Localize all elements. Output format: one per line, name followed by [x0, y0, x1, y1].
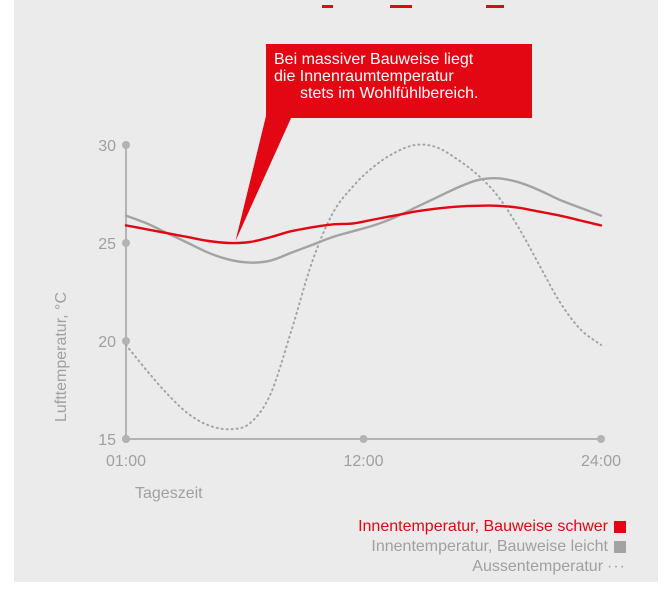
x-tick-label: 24:00: [581, 453, 621, 470]
legend-label-light: Innentemperatur, Bauweise leicht: [371, 538, 608, 555]
callout-line-1: Bei massiver Bauweise liegt: [274, 51, 474, 68]
title-glyph: [486, 5, 504, 8]
title-remnant-marks: [322, 5, 504, 8]
x-tick-label: 12:00: [343, 453, 383, 470]
callout-pointer: [235, 116, 292, 241]
title-glyph: [390, 5, 412, 8]
y-tick-label: 15: [98, 432, 116, 449]
chart-panel: 15 20 25 30 01:00 12:00 24:00 Bei massiver Bau…: [14, 0, 658, 582]
series-line-outdoor: [125, 143, 602, 431]
callout-box: Bei massiver Bauweise liegt die Innenrau…: [266, 44, 532, 118]
legend-swatch-gray: [614, 541, 626, 553]
line-chart: 15 20 25 30 01:00 12:00 24:00: [98, 116, 621, 470]
x-tick-dot: [597, 435, 605, 443]
legend: Innentemperatur, Bauweise schwer Innente…: [358, 517, 626, 577]
x-tick-dot: [122, 435, 130, 443]
y-tick-dot: [122, 337, 130, 345]
legend-item-heavy: Innentemperatur, Bauweise schwer: [358, 517, 626, 537]
legend-item-outdoor: Aussentemperatur ···: [358, 557, 626, 577]
legend-label-outdoor: Aussentemperatur: [472, 558, 604, 575]
y-axis-title-text: Lufttemperatur, °C: [53, 292, 70, 423]
series-line-heavy: [124, 204, 603, 245]
x-axis-title: Tageszeit: [135, 485, 203, 502]
legend-swatch-red: [614, 521, 626, 533]
callout-line-3: stets im Wohlfühlbereich.: [300, 85, 479, 102]
legend-label-heavy: Innentemperatur, Bauweise schwer: [358, 518, 608, 535]
x-tick-dot: [359, 435, 368, 443]
title-glyph: [322, 5, 333, 8]
y-tick-label: 20: [98, 334, 116, 351]
y-tick-label: 25: [98, 236, 116, 253]
y-tick-dot: [122, 239, 130, 247]
y-tick-label: 30: [98, 138, 116, 155]
y-tick-dot: [122, 141, 130, 149]
dotted-line-icon: ···: [607, 558, 626, 575]
title-remnant: [14, 0, 658, 8]
series-line-light: [124, 177, 603, 264]
x-tick-label: 01:00: [106, 453, 146, 470]
legend-item-light: Innentemperatur, Bauweise leicht: [358, 537, 626, 557]
callout-line-2: die Innenraumtemperatur: [274, 68, 454, 85]
